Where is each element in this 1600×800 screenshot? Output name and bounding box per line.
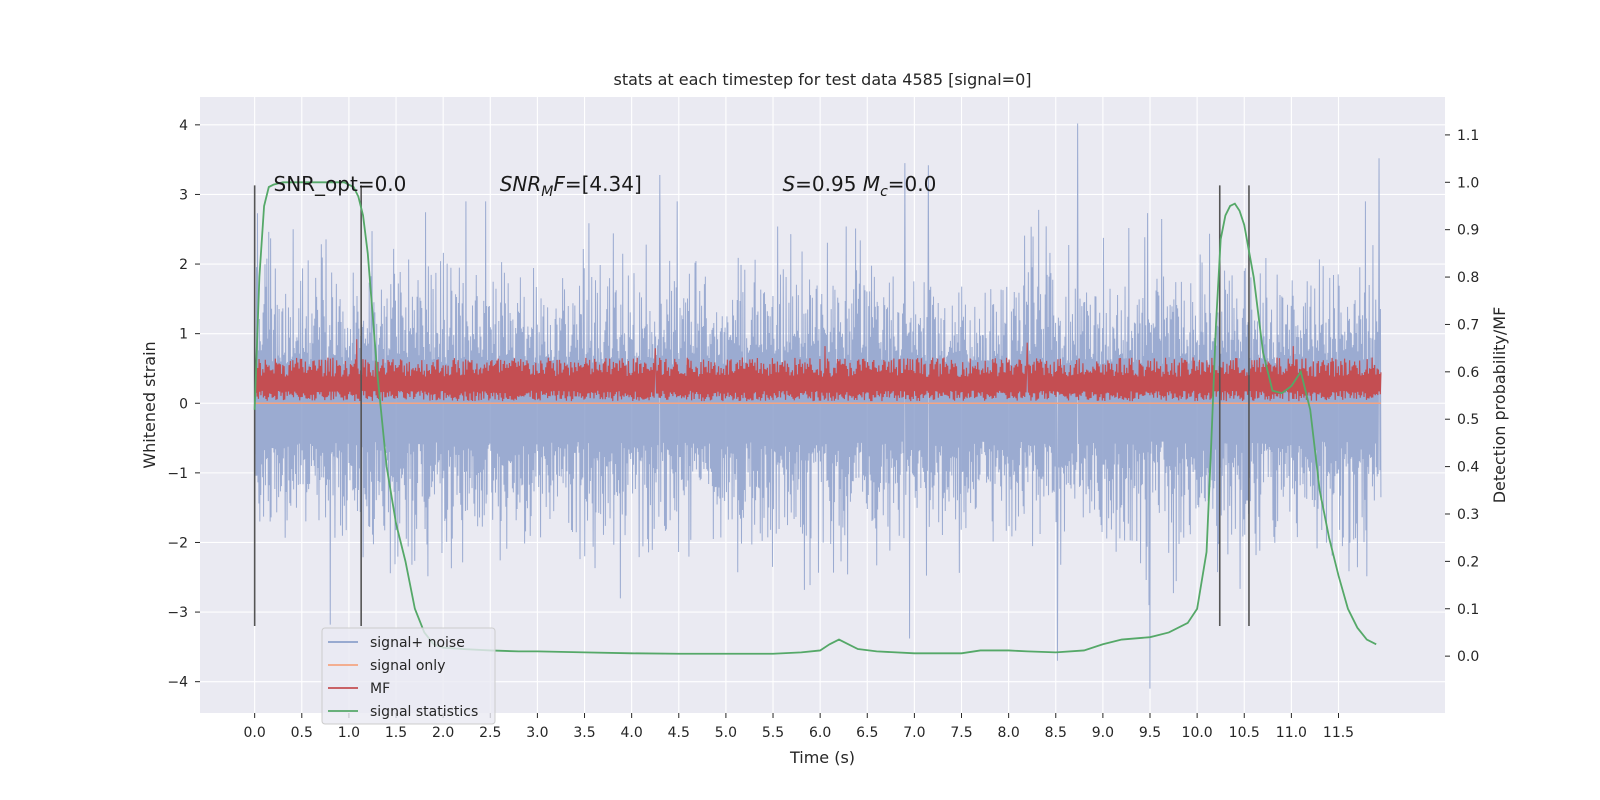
- x-tick-label: 2.5: [479, 725, 501, 741]
- annotations: SNR_opt=0.0 SNRMF=[4.34] S=0.95 Mc=0.0: [274, 172, 937, 200]
- x-tick-label: 3.5: [573, 725, 595, 741]
- y-tick-label: −4: [167, 675, 188, 691]
- y2-tick-label: 0.1: [1457, 602, 1479, 618]
- x-tick-label: 1.5: [385, 725, 407, 741]
- x-tick-label: 8.0: [998, 725, 1020, 741]
- y2-axis-ticks: 0.0 0.1 0.2 0.3 0.4 0.5 0.6 0.7 0.8 0.9 1.0 1.1: [1445, 128, 1479, 665]
- x-tick-label: 10.5: [1229, 725, 1260, 741]
- x-tick-label: 6.0: [809, 725, 831, 741]
- annotation-part: F: [553, 172, 565, 196]
- legend-label: MF: [370, 681, 390, 697]
- y2-axis-label: Detection probability/MF: [1490, 307, 1509, 504]
- x-tick-label: 5.0: [715, 725, 737, 741]
- y-axis-label: Whitened strain: [140, 341, 159, 468]
- x-tick-label: 2.0: [432, 725, 454, 741]
- x-tick-label: 4.0: [621, 725, 643, 741]
- y-axis-ticks: −4 −3 −2 −1 0 1 2 3 4: [167, 118, 200, 691]
- series-signal-statistics-line: [253, 181, 1377, 655]
- x-tick-label: 0.0: [244, 725, 266, 741]
- x-tick-label: 7.0: [903, 725, 925, 741]
- y2-tick-label: 0.8: [1457, 270, 1479, 286]
- x-tick-label: 5.5: [762, 725, 784, 741]
- x-tick-label: 9.0: [1092, 725, 1114, 741]
- y2-tick-label: 0.2: [1457, 554, 1479, 570]
- annotation-part: =0.0: [888, 172, 937, 196]
- y-tick-label: −1: [167, 466, 188, 482]
- annotation-part: M: [541, 184, 553, 200]
- chart-title: stats at each timestep for test data 458…: [613, 70, 1031, 89]
- y2-tick-label: 0.7: [1457, 317, 1479, 333]
- annotation-part: =[4.34]: [565, 172, 642, 196]
- x-tick-label: 7.5: [950, 725, 972, 741]
- legend: signal+ noise signal only MF signal statist…: [321, 627, 496, 725]
- x-axis-label: Time (s): [789, 748, 855, 767]
- y-tick-label: −2: [167, 535, 188, 551]
- annotation-text: S=0.95 Mc=0.0: [782, 172, 936, 200]
- x-tick-label: 10.0: [1182, 725, 1213, 741]
- annotation-text: SNRMF=[4.34]: [500, 172, 642, 200]
- legend-label: signal statistics: [370, 704, 478, 720]
- x-tick-label: 6.5: [856, 725, 878, 741]
- y2-tick-label: 1.0: [1457, 175, 1479, 191]
- legend-label: signal only: [370, 658, 445, 674]
- annotation-part: =0.95: [795, 172, 863, 196]
- y2-tick-label: 1.1: [1457, 128, 1479, 144]
- annotation-part: SNR: [500, 172, 542, 196]
- legend-label: signal+ noise: [370, 635, 465, 651]
- y-tick-label: 1: [179, 327, 188, 343]
- x-tick-label: 3.0: [526, 725, 548, 741]
- annotation-text: SNR_opt=0.0: [274, 172, 407, 196]
- y2-tick-label: 0.9: [1457, 223, 1479, 239]
- x-tick-label: 11.5: [1323, 725, 1354, 741]
- x-tick-label: 1.0: [338, 725, 360, 741]
- series-mf-line: [254, 339, 1382, 402]
- x-tick-label: 4.5: [668, 725, 690, 741]
- annotation-part: S: [782, 172, 795, 196]
- y2-tick-label: 0.5: [1457, 412, 1479, 428]
- y2-tick-label: 0.0: [1457, 649, 1479, 665]
- y-tick-label: 3: [179, 187, 188, 203]
- y-tick-label: −3: [167, 605, 188, 621]
- y2-tick-label: 0.6: [1457, 365, 1479, 381]
- annotation-part: c: [880, 184, 888, 200]
- y-tick-label: 4: [179, 118, 188, 134]
- legend-box: [321, 627, 496, 725]
- y2-tick-label: 0.4: [1457, 460, 1479, 476]
- x-tick-label: 0.5: [291, 725, 313, 741]
- y-tick-label: 2: [179, 257, 188, 273]
- x-tick-label: 11.0: [1276, 725, 1307, 741]
- x-tick-label: 8.5: [1045, 725, 1067, 741]
- y2-tick-label: 0.3: [1457, 507, 1479, 523]
- x-tick-label: 9.5: [1139, 725, 1161, 741]
- plot-area: [253, 123, 1382, 689]
- y-tick-label: 0: [179, 396, 188, 412]
- x-axis-ticks: 0.0 0.5 1.0 1.5 2.0 2.5 3.0 3.5 4.0 4.5 5.0 5.5 6.0 6…: [244, 713, 1354, 741]
- annotation-part: M: [863, 172, 880, 196]
